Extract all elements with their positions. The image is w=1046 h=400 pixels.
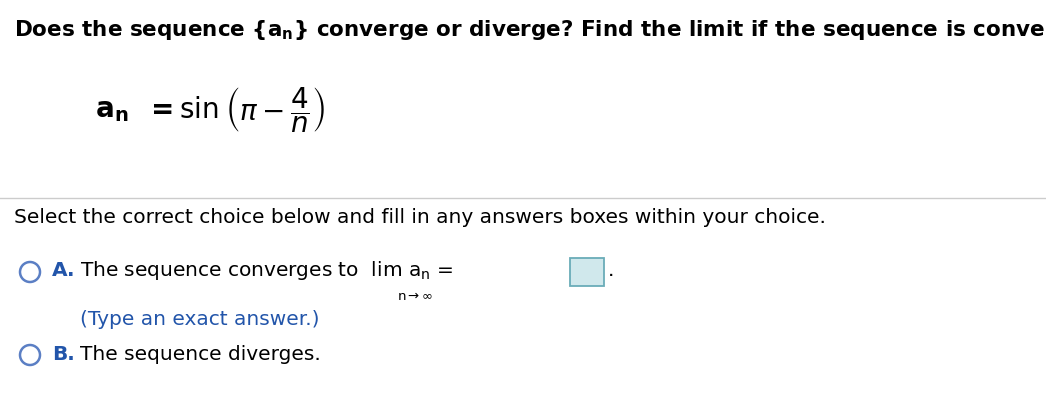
Text: $\left(\pi - \dfrac{4}{n}\right)$: $\left(\pi - \dfrac{4}{n}\right)$ [225, 85, 325, 135]
Text: B.: B. [52, 344, 74, 364]
Text: Does the sequence {a$_\mathregular{n}$} converge or diverge? Find the limit if t: Does the sequence {a$_\mathregular{n}$} … [14, 18, 1046, 42]
Text: .: . [608, 262, 614, 280]
Text: n$\rightarrow\infty$: n$\rightarrow\infty$ [397, 290, 433, 303]
Text: Select the correct choice below and fill in any answers boxes within your choice: Select the correct choice below and fill… [14, 208, 826, 227]
Text: $\mathbf{a_n}$: $\mathbf{a_n}$ [95, 96, 129, 124]
Text: (Type an exact answer.): (Type an exact answer.) [79, 310, 319, 329]
FancyBboxPatch shape [570, 258, 604, 286]
Text: A.: A. [52, 262, 75, 280]
Text: The sequence converges to  lim a$_\mathregular{n}$ =: The sequence converges to lim a$_\mathre… [79, 260, 453, 282]
Text: $\mathbf{= \sin}$: $\mathbf{= \sin}$ [145, 96, 219, 124]
Text: The sequence diverges.: The sequence diverges. [79, 344, 321, 364]
